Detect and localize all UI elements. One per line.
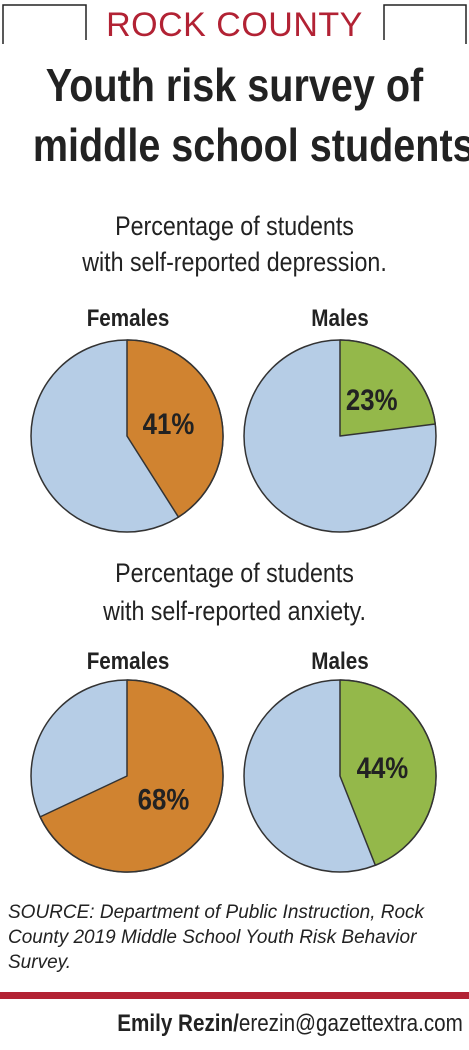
depression-subtitle-line-1: Percentage of students: [115, 211, 354, 241]
pie-value-label: 68%: [138, 783, 190, 816]
byline-email[interactable]: erezin@gazettextra.com: [238, 1010, 463, 1037]
pie-value-label: 23%: [346, 383, 398, 416]
anxiety-subtitle-line-2: with self-reported anxiety.: [103, 596, 366, 626]
anxiety-subtitle-line-1: Percentage of students: [115, 558, 354, 588]
depression-subtitle-line-2: with self-reported depression.: [82, 247, 387, 277]
header-kicker-frame: ROCK COUNTY: [0, 0, 469, 52]
anxiety-females-label: Females: [86, 648, 170, 675]
pie-slice-value: [339, 339, 436, 437]
depression-males-label: Males: [311, 305, 369, 332]
byline: Emily Rezin/erezin@gazettextra.com: [117, 1010, 463, 1038]
source-note: SOURCE: Department of Public Instruction…: [8, 902, 425, 973]
pie-slice-value: [339, 679, 437, 867]
pie-value-label: 44%: [357, 751, 409, 784]
footer-rule: [0, 992, 469, 999]
page-title-line-1: Youth risk survey of: [45, 59, 424, 111]
pie-slice-value: [126, 339, 224, 518]
pie-slice-value: [39, 679, 224, 873]
kicker: ROCK COUNTY: [106, 6, 363, 44]
kicker-bracket: [2, 4, 467, 44]
depression-females-label: Females: [86, 305, 170, 332]
byline-name: Emily Rezin/: [117, 1010, 239, 1037]
anxiety-males-label: Males: [311, 648, 369, 675]
page-title-line-2: middle school students: [32, 119, 469, 171]
pie-value-label: 41%: [143, 407, 195, 440]
